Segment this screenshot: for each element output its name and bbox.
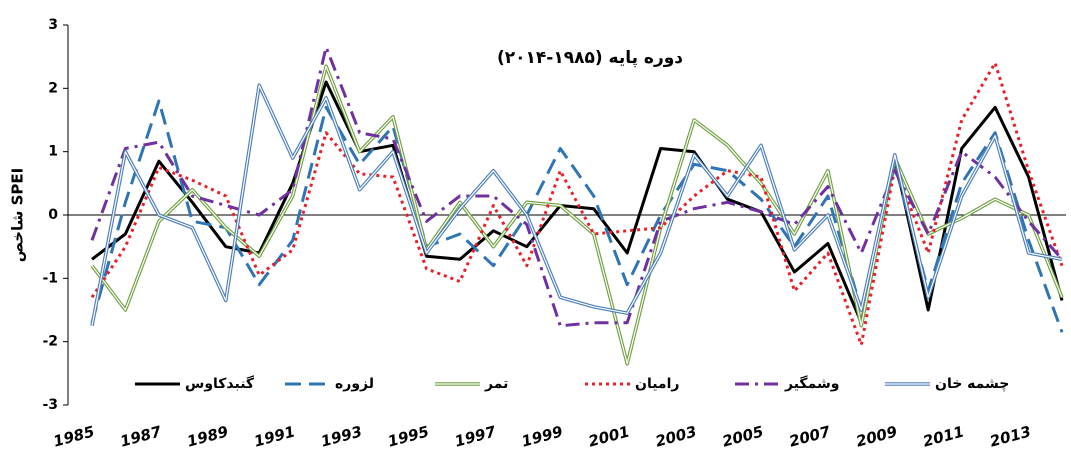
y-tick-label: 3 bbox=[48, 17, 58, 33]
series-line bbox=[90, 45, 1064, 328]
y-axis-label: شاخص SPEI bbox=[9, 168, 27, 263]
x-tick-label: 1985 bbox=[51, 422, 96, 450]
series-line bbox=[91, 80, 1064, 325]
x-tick-label: 1987 bbox=[118, 422, 164, 450]
x-tick-label: 2001 bbox=[587, 422, 632, 450]
x-tick-label: 1991 bbox=[252, 422, 297, 450]
y-tick-label: 1 bbox=[48, 144, 58, 160]
y-tick-label: -2 bbox=[42, 334, 58, 350]
legend-label: لزوره bbox=[335, 376, 374, 392]
legend-box bbox=[115, 372, 1025, 396]
legend-label: گنبدکاوس bbox=[185, 375, 255, 392]
x-tick-label: 1997 bbox=[453, 422, 499, 450]
y-tick-label: -1 bbox=[42, 270, 58, 286]
y-tick-label: 2 bbox=[48, 80, 58, 96]
y-tick-label: 0 bbox=[48, 207, 58, 223]
x-tick-label: 2007 bbox=[787, 422, 833, 450]
legend-label: چشمه خان bbox=[935, 376, 1009, 392]
series-line-inner bbox=[91, 84, 1063, 326]
x-tick-label: 1995 bbox=[386, 422, 431, 450]
x-tick-label: 2013 bbox=[988, 422, 1033, 450]
series-line-inner bbox=[91, 65, 1063, 365]
x-tick-label: 1993 bbox=[319, 422, 364, 450]
x-tick-label: 2005 bbox=[720, 422, 765, 450]
x-tick-label: 2003 bbox=[653, 422, 698, 450]
y-tick-label: -3 bbox=[42, 397, 58, 413]
x-tick-label: 2011 bbox=[921, 422, 966, 450]
legend-label: وشمگیر bbox=[784, 375, 839, 392]
chart-title: دوره پایه (۱۹۸۵-۲۰۱۴) bbox=[497, 48, 683, 68]
x-tick-label: 1999 bbox=[520, 422, 565, 450]
legend-label: رامیان bbox=[635, 376, 679, 392]
x-tick-label: 2009 bbox=[854, 422, 899, 450]
x-tick-label: 1989 bbox=[185, 422, 230, 450]
legend-label: تمر bbox=[484, 376, 508, 392]
